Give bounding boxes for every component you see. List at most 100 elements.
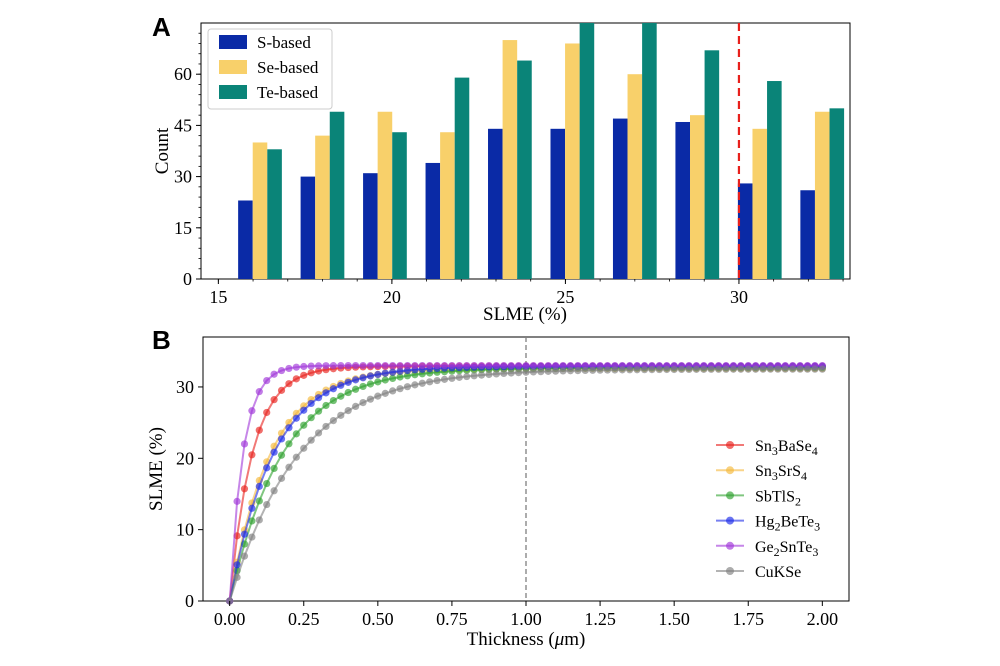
series-point <box>270 370 278 378</box>
b-legend-label: SbTlS2 <box>755 488 801 508</box>
b-xtick-label: 0.50 <box>362 609 394 629</box>
b-legend-marker <box>726 516 734 525</box>
bar-te-based-4 <box>517 60 532 279</box>
series-point <box>574 361 582 370</box>
a-legend-label: Se-based <box>257 58 319 77</box>
series-point <box>433 376 441 385</box>
panel-b-x-label-prefix: Thickness ( <box>467 629 555 650</box>
bar-te-based-9 <box>829 108 845 279</box>
panel-b-x-label-mu: μ <box>554 629 565 650</box>
series-point <box>700 365 708 373</box>
series-point <box>337 392 345 400</box>
series-point <box>329 416 337 425</box>
series-point <box>455 361 463 370</box>
series-point <box>500 369 508 378</box>
series-point <box>544 361 552 370</box>
series-point <box>433 361 441 370</box>
panel-a-x-label: SLME (%) <box>483 304 567 325</box>
b-ytick-label: 0 <box>185 591 194 611</box>
series-point <box>366 380 375 388</box>
series-point <box>366 395 375 403</box>
b-legend-marker <box>726 541 734 550</box>
a-legend-swatch <box>219 35 247 49</box>
series-point <box>263 479 271 488</box>
series-point <box>663 365 671 374</box>
series-point <box>240 530 249 538</box>
bar-se-based-2 <box>377 111 393 279</box>
series-point <box>329 362 337 370</box>
series-point <box>263 408 271 417</box>
series-point <box>285 380 293 388</box>
series-point <box>522 368 530 376</box>
series-point <box>300 421 308 429</box>
series-point <box>396 361 404 370</box>
series-point <box>255 426 263 434</box>
series-point <box>240 485 249 493</box>
bar-s-based-7 <box>675 121 691 279</box>
bar-s-based-0 <box>238 200 253 279</box>
series-point <box>552 367 560 375</box>
series-point <box>411 361 419 370</box>
series-point <box>463 361 471 370</box>
bar-se-based-8 <box>752 128 768 279</box>
series-point <box>389 368 397 376</box>
series-point <box>522 361 530 370</box>
series-point <box>396 373 404 381</box>
b-legend-label: Sn3BaSe4 <box>755 438 818 458</box>
series-point <box>559 361 567 370</box>
series-point <box>381 369 389 377</box>
series-point <box>270 448 278 456</box>
series-point <box>300 362 308 371</box>
series-point <box>300 406 308 414</box>
b-xtick-label: 2.00 <box>807 609 839 629</box>
bar-s-based-9 <box>800 190 815 279</box>
series-point <box>552 361 560 370</box>
series-point <box>292 363 300 371</box>
series-point <box>559 367 567 375</box>
series-point <box>314 367 323 375</box>
series-point <box>648 366 656 374</box>
series-point <box>314 362 323 370</box>
series-point <box>270 464 278 473</box>
series-point <box>566 367 575 375</box>
b-xtick-label: 1.50 <box>658 609 690 629</box>
a-ytick-label: 30 <box>174 167 192 187</box>
bar-se-based-7 <box>690 115 705 279</box>
series-point <box>329 396 337 405</box>
series-point <box>337 381 345 389</box>
series-point <box>640 366 649 374</box>
b-xtick-label: 0.75 <box>436 609 468 629</box>
series-point <box>448 361 456 370</box>
b-xtick-label: 0.00 <box>214 609 246 629</box>
b-legend-label: CuKSe <box>755 564 801 581</box>
series-point <box>507 361 515 370</box>
series-point <box>426 378 434 386</box>
series-point <box>774 365 782 373</box>
series-point <box>759 365 767 373</box>
series-point <box>233 497 241 505</box>
series-point <box>248 533 256 541</box>
series-point <box>314 394 323 402</box>
series-point <box>248 451 256 459</box>
panel-b: B 0 10 20 30 0.00 0.25 0.50 0.75 1.00 1.25 1.50 1.… <box>146 325 850 650</box>
series-point <box>418 361 426 370</box>
bar-te-based-7 <box>704 50 720 279</box>
series-point <box>566 361 575 370</box>
series-point <box>277 386 286 394</box>
series-point <box>352 402 360 410</box>
bar-s-based-8 <box>737 183 753 279</box>
series-point <box>366 361 375 370</box>
series-point <box>300 444 308 452</box>
series-point <box>455 373 463 381</box>
series-point <box>359 382 367 391</box>
series-point <box>803 365 812 373</box>
series-point <box>440 361 449 370</box>
panel-b-y-ticks: 0 10 20 30 <box>176 377 203 611</box>
series-point <box>381 389 389 397</box>
series-point <box>396 367 404 375</box>
series-point <box>300 371 308 379</box>
series-point <box>277 451 286 459</box>
series-point <box>248 504 256 512</box>
series-point <box>322 389 330 397</box>
series-point <box>411 381 419 389</box>
